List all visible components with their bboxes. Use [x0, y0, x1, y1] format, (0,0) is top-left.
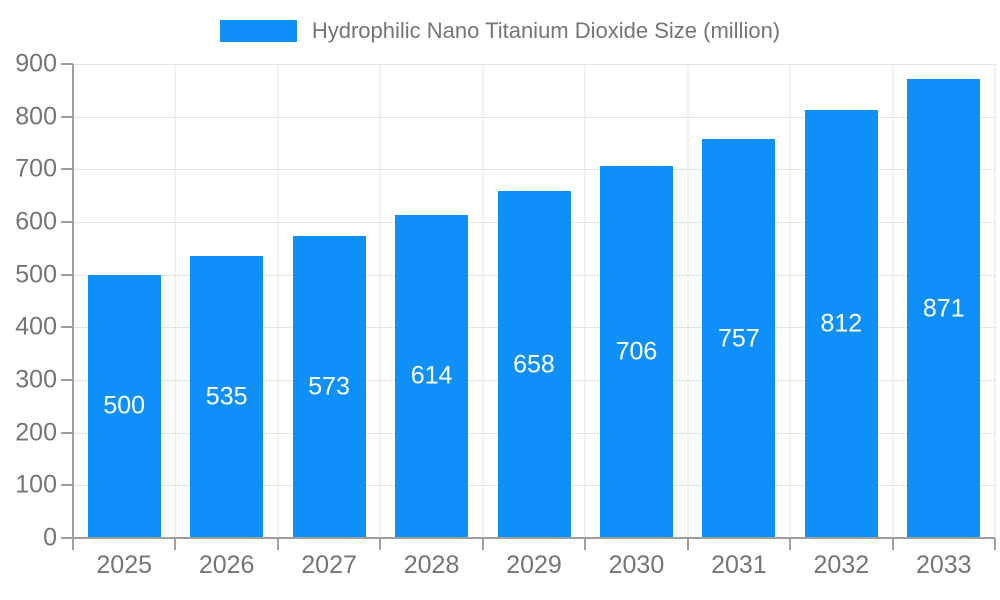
x-axis-tick	[686, 538, 689, 550]
x-gridline	[687, 64, 689, 538]
y-tick-label: 800	[15, 102, 57, 131]
x-tick-label: 2029	[506, 551, 562, 579]
bar	[395, 214, 469, 538]
x-gridline	[892, 64, 894, 538]
bar-value-label: 500	[103, 391, 146, 420]
y-axis-tick	[61, 168, 73, 171]
y-tick-label: 700	[15, 154, 57, 183]
x-tick-label: 2027	[301, 551, 357, 579]
x-gridline	[789, 64, 791, 538]
y-axis-tick	[61, 484, 73, 487]
bar-value-label: 757	[718, 324, 760, 353]
y-tick-label: 100	[15, 470, 57, 499]
y-gridline	[73, 116, 995, 118]
y-axis-tick	[61, 431, 73, 434]
bar-value-label: 871	[922, 294, 965, 323]
x-axis-tick	[994, 538, 996, 550]
y-tick-label: 600	[15, 207, 57, 236]
x-tick-label: 2033	[915, 551, 972, 579]
bar	[907, 79, 981, 538]
y-axis-tick	[61, 537, 73, 539]
x-tick-label: 2031	[711, 551, 767, 579]
y-tick-label: 0	[43, 523, 57, 552]
x-gridline	[174, 64, 176, 538]
x-tick-label: 2025	[96, 551, 153, 579]
y-tick-label: 500	[15, 260, 57, 289]
bar-value-label: 573	[308, 372, 350, 401]
bar-value-label: 658	[513, 350, 555, 379]
x-axis-tick	[276, 538, 279, 550]
legend-label: Hydrophilic Nano Titanium Dioxide Size (…	[311, 18, 781, 43]
bar	[497, 191, 571, 538]
y-axis-tick	[61, 221, 73, 223]
y-axis-tick	[61, 63, 73, 65]
x-gridline	[584, 64, 586, 538]
bar-value-label: 812	[820, 309, 863, 338]
bar	[87, 274, 161, 538]
x-gridline	[277, 64, 279, 538]
y-tick-label: 400	[15, 312, 57, 341]
y-axis-line	[72, 64, 74, 538]
x-gridline	[482, 64, 484, 538]
y-tick-label: 200	[15, 418, 57, 447]
bar-value-label: 706	[615, 337, 658, 366]
x-tick-label: 2026	[198, 551, 255, 579]
y-gridline	[73, 64, 995, 65]
x-axis-tick	[174, 538, 177, 550]
x-tick-label: 2028	[403, 551, 460, 579]
x-axis-line	[73, 537, 995, 539]
x-gridline	[379, 64, 381, 538]
legend-swatch	[219, 20, 297, 42]
x-axis-tick	[379, 538, 382, 550]
y-axis-tick	[61, 115, 73, 118]
y-tick-label: 900	[15, 49, 57, 78]
x-axis-tick	[789, 538, 792, 550]
x-gridline	[994, 64, 996, 538]
x-axis-tick	[72, 538, 74, 550]
x-axis-tick	[481, 538, 484, 550]
bar	[599, 166, 673, 538]
x-tick-label: 2032	[813, 551, 870, 579]
x-tick-label: 2030	[608, 551, 665, 579]
bar	[804, 110, 878, 538]
bar-value-label: 614	[410, 361, 453, 390]
y-tick-label: 300	[15, 365, 57, 394]
bar	[292, 236, 366, 538]
x-axis-tick	[584, 538, 587, 550]
y-axis-tick	[61, 273, 73, 276]
y-axis-tick	[61, 379, 73, 381]
y-axis-tick	[61, 326, 73, 329]
bar	[702, 139, 776, 538]
plot-area: 0 100 200 300 400 500 600 700 800 900 500 2025 535 20…	[15, 51, 996, 578]
x-axis-tick	[891, 538, 894, 550]
bar-value-label: 535	[205, 382, 248, 411]
y-gridline	[73, 169, 995, 171]
legend[interactable]: Hydrophilic Nano Titanium Dioxide Size (…	[0, 18, 1000, 44]
bar	[190, 256, 264, 538]
